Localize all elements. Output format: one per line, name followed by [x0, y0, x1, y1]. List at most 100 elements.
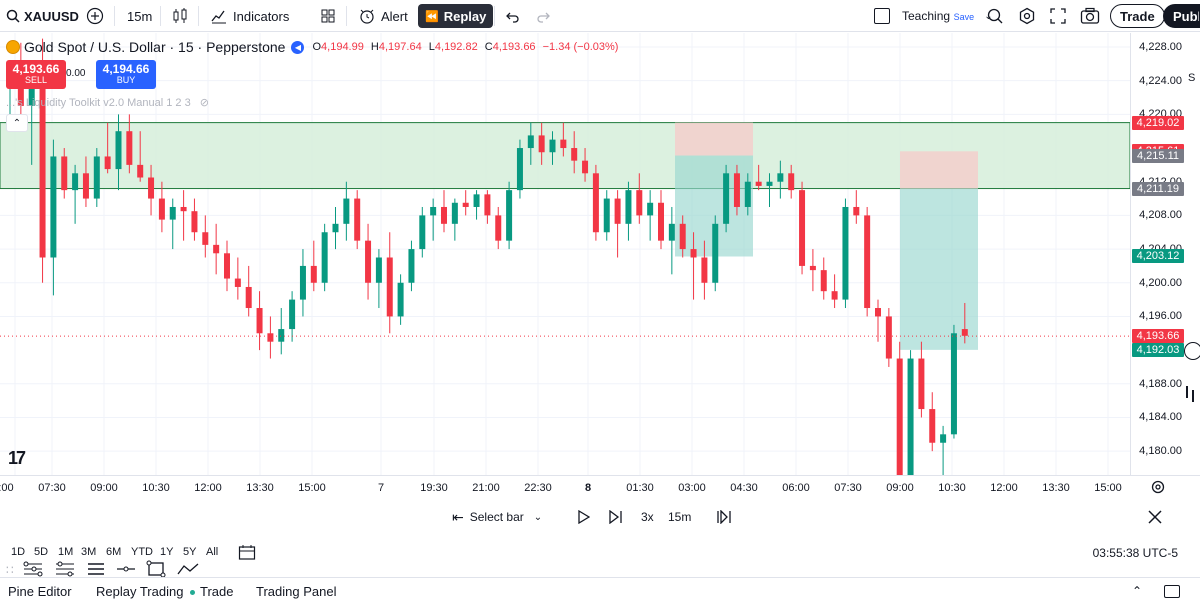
- candle-body: [72, 173, 79, 191]
- time-tick: :00: [0, 482, 14, 494]
- undo-icon: [506, 12, 519, 23]
- price-chart[interactable]: [0, 33, 1130, 475]
- alert-label: Alert: [381, 8, 408, 24]
- fib-tool-icon[interactable]: [22, 561, 44, 580]
- search-icon: [987, 8, 1003, 24]
- range-button-all[interactable]: All: [206, 546, 219, 558]
- replay-indicator-icon: ◀: [291, 40, 305, 54]
- replay-button[interactable]: ⏪ Replay: [418, 4, 494, 28]
- time-axis[interactable]: :00 07:30 09:00 10:30 12:00 13:30 15:00 7 19:30 2…: [0, 475, 1200, 499]
- fullscreen-icon: [1050, 8, 1066, 24]
- undo-button[interactable]: [506, 0, 520, 32]
- candlestick-chart[interactable]: [0, 33, 1130, 475]
- time-tick: 19:30: [420, 482, 448, 494]
- time-tick: 04:30: [730, 482, 758, 494]
- low-key: L: [428, 41, 435, 53]
- trade-button[interactable]: Trade: [1110, 4, 1165, 28]
- indicators-button[interactable]: Indicators: [210, 0, 289, 32]
- redo-icon: [537, 12, 550, 23]
- symbol-search[interactable]: XAUUSD: [6, 0, 79, 32]
- buy-label: BUY: [116, 75, 136, 86]
- tab-replay-trading-label: Replay Trading: [96, 584, 184, 599]
- fullscreen-button[interactable]: [1050, 0, 1066, 32]
- divider: [114, 6, 115, 26]
- play-button[interactable]: [578, 500, 590, 534]
- candle-body: [907, 358, 914, 475]
- templates-button[interactable]: [320, 0, 336, 32]
- range-button-1m[interactable]: 1M: [58, 546, 74, 558]
- range-button-1y[interactable]: 1Y: [160, 546, 174, 558]
- sell-button[interactable]: 4,193.66 SELL: [6, 60, 66, 89]
- settings-button[interactable]: [1018, 0, 1036, 32]
- divider: [346, 6, 347, 26]
- tab-trading-panel[interactable]: Trading Panel: [256, 584, 337, 599]
- legend-title[interactable]: Gold Spot / U.S. Dollar · 15 · Peppersto…: [24, 39, 286, 55]
- candle-body: [799, 190, 806, 266]
- play-icon: [578, 510, 590, 524]
- drag-handle-icon[interactable]: ∷: [6, 563, 14, 577]
- legend-ohlc: O4,194.99 H4,197.64 L4,192.82 C4,193.66 …: [312, 41, 622, 53]
- speed-button[interactable]: 3x: [641, 510, 654, 524]
- buy-button[interactable]: 4,194.66 BUY: [96, 60, 156, 89]
- layout-checkbox[interactable]: [874, 8, 890, 24]
- range-button-5y[interactable]: 5Y: [183, 546, 197, 558]
- step-forward-button[interactable]: [609, 500, 623, 534]
- date-range-button[interactable]: [238, 544, 256, 563]
- candle-body: [234, 278, 241, 287]
- select-bar-button[interactable]: ⇤ Select bar ⌄: [452, 500, 542, 534]
- quick-search-button[interactable]: [986, 0, 1004, 32]
- candle-body: [549, 139, 556, 153]
- candle-body: [506, 190, 513, 241]
- candle-body: [820, 270, 827, 292]
- clock-label[interactable]: 03:55:38 UTC-5: [1092, 546, 1178, 560]
- candle-body: [929, 409, 936, 443]
- tab-pine-editor[interactable]: Pine Editor: [8, 584, 72, 599]
- high-value: 4,197.64: [378, 41, 422, 53]
- snapshot-button[interactable]: [1080, 0, 1100, 32]
- layout-button[interactable]: Teaching Save ⌄: [874, 0, 993, 32]
- path-tool-icon[interactable]: [176, 561, 200, 580]
- divider: [160, 6, 161, 26]
- candle-body: [82, 173, 89, 199]
- publish-button[interactable]: Publi: [1163, 4, 1200, 28]
- range-button-ytd[interactable]: YTD: [131, 546, 153, 558]
- indicator-legend[interactable]: ...'s Liquidity Toolkit v2.0 Manual 1 2 …: [6, 96, 209, 109]
- candle-body: [419, 215, 426, 250]
- close-icon: [1148, 510, 1162, 524]
- time-tick: 13:30: [1042, 482, 1070, 494]
- price-tick: 4,180.00: [1139, 445, 1182, 458]
- range-button-3m[interactable]: 3M: [81, 546, 97, 558]
- candle-body: [354, 198, 361, 241]
- eye-hidden-icon[interactable]: ⊘: [199, 97, 210, 109]
- rectangle-tool-icon[interactable]: [146, 560, 166, 581]
- drawing-toolbar: ∷: [6, 557, 200, 583]
- tab-trade[interactable]: Trade: [200, 584, 234, 599]
- collapse-legend-button[interactable]: ⌃: [6, 114, 28, 132]
- replay-controls: ⇤ Select bar ⌄ 3x 15m: [0, 500, 1200, 534]
- text-lines-icon[interactable]: [86, 561, 106, 580]
- gann-tool-icon[interactable]: [54, 561, 76, 580]
- close-replay-button[interactable]: [1148, 500, 1162, 534]
- chart-type-button[interactable]: [172, 0, 188, 32]
- range-button-1d[interactable]: 1D: [11, 546, 26, 558]
- candle-body: [571, 148, 578, 161]
- tab-replay-trading[interactable]: Replay Trading: [96, 584, 196, 599]
- jump-to-realtime-button[interactable]: [716, 500, 732, 534]
- range-button-5d[interactable]: 5D: [34, 546, 49, 558]
- maximize-panel-icon[interactable]: [1164, 585, 1180, 598]
- compare-button[interactable]: [86, 0, 104, 32]
- candle-body: [495, 215, 502, 241]
- axis-settings-button[interactable]: [1150, 479, 1166, 498]
- horizontal-line-icon[interactable]: [116, 561, 136, 580]
- interval-button[interactable]: 15m: [127, 8, 153, 24]
- price-axis[interactable]: 4,228.004,224.004,220.004,212.004,208.00…: [1130, 33, 1200, 475]
- replay-interval-button[interactable]: 15m: [668, 510, 692, 524]
- candle-body: [712, 223, 719, 283]
- redo-button[interactable]: [536, 0, 550, 32]
- candle-body: [39, 80, 46, 258]
- candle-body: [538, 135, 545, 153]
- clock-icon[interactable]: [1184, 342, 1200, 360]
- chevron-up-icon[interactable]: ⌃: [1132, 584, 1143, 598]
- alert-button[interactable]: Alert: [358, 0, 408, 32]
- range-button-6m[interactable]: 6M: [106, 546, 122, 558]
